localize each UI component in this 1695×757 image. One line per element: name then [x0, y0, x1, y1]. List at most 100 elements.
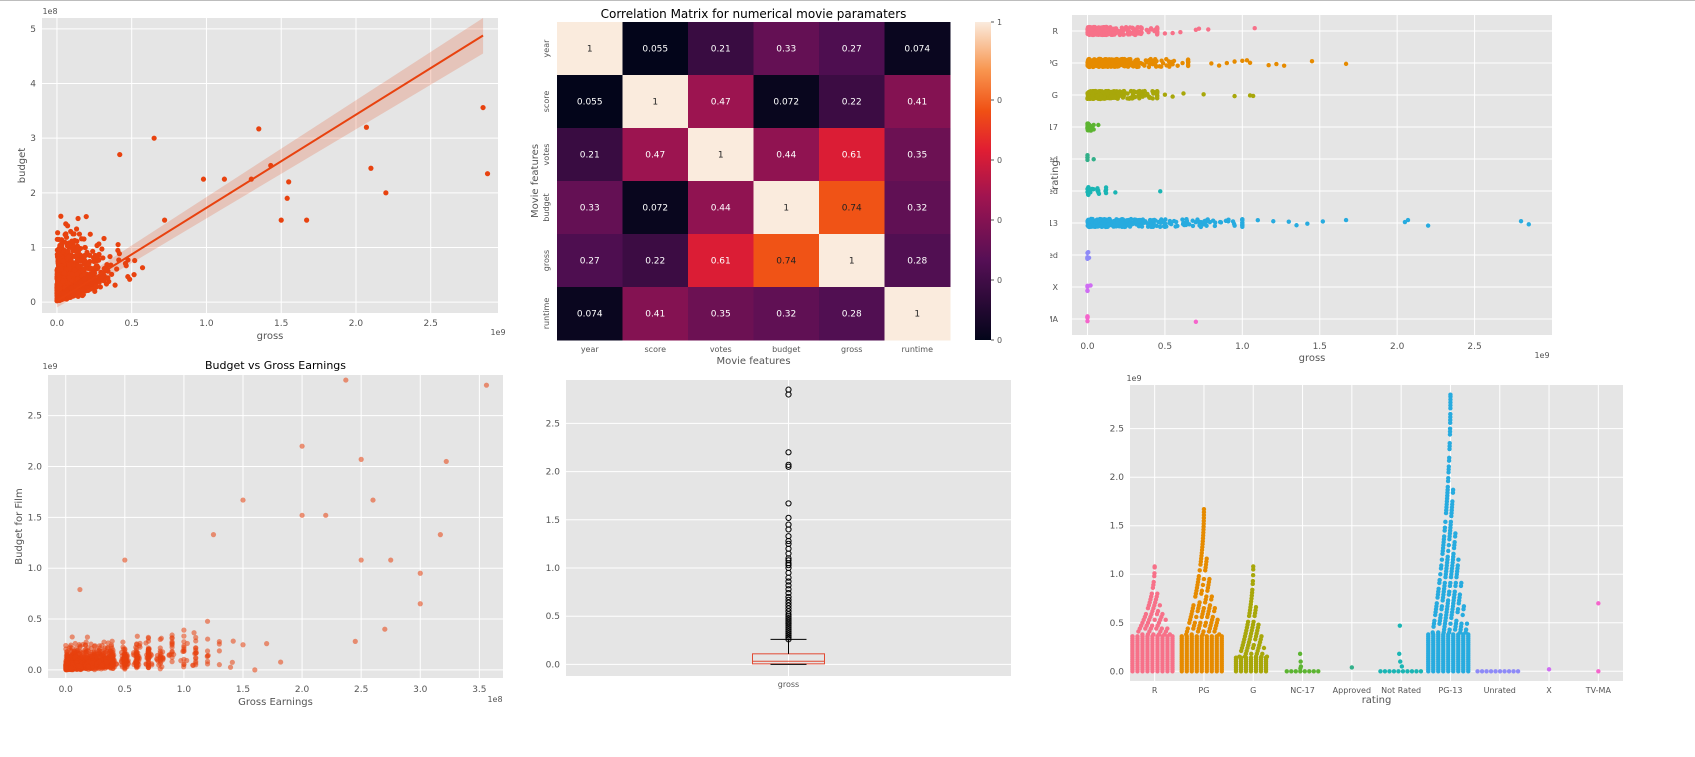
data-point — [62, 285, 68, 291]
data-point — [81, 236, 87, 242]
data-point — [1193, 319, 1199, 324]
data-point — [1259, 634, 1264, 639]
data-point — [169, 659, 175, 665]
data-point — [1095, 93, 1100, 99]
heatmap-cell — [753, 181, 820, 235]
x-tick-label: 2.5 — [354, 685, 368, 695]
cell-value-label: 0.47 — [711, 98, 731, 108]
y-multiplier: 1e9 — [42, 362, 57, 371]
data-point — [71, 648, 77, 654]
y-tick-label: 2.0 — [1110, 473, 1125, 483]
data-point — [1132, 61, 1137, 67]
data-point — [137, 644, 143, 650]
cell-value-label: 1 — [652, 98, 658, 108]
flier-point — [785, 521, 792, 528]
data-point — [1185, 626, 1191, 631]
y-tick-label: 0.5 — [546, 612, 560, 622]
data-point — [1144, 60, 1149, 65]
data-point — [1151, 632, 1156, 637]
data-point — [77, 280, 84, 286]
y-tick-label: 0.0 — [28, 666, 43, 676]
data-point — [181, 661, 187, 667]
data-point — [443, 458, 449, 465]
data-point — [1097, 217, 1103, 222]
data-point — [1251, 642, 1256, 648]
data-point — [278, 217, 284, 223]
data-point — [1114, 223, 1119, 229]
data-point — [131, 272, 137, 278]
heatmap-cell — [557, 22, 623, 76]
x-tick-label: gross — [778, 680, 799, 689]
data-point — [117, 151, 123, 158]
budget-vs-gross-scatter: 0.0 0.5 1.0 1.5 2.0 2.5 3.0 3.50.00.51.01.52.02… — [14, 359, 503, 708]
data-point — [1232, 59, 1237, 64]
data-point — [229, 659, 235, 665]
data-point — [72, 654, 78, 660]
data-point — [107, 648, 114, 654]
data-point — [68, 665, 74, 671]
y-tick-label: votes — [542, 144, 551, 166]
y-tick-label: NC-17 — [1050, 123, 1058, 132]
data-point — [1261, 645, 1267, 651]
data-point — [1249, 651, 1254, 657]
x-multiplier: 1e9 — [490, 328, 505, 337]
data-point — [1085, 318, 1090, 324]
data-point — [1085, 288, 1090, 293]
data-point — [60, 258, 66, 264]
heatmap-cell — [622, 234, 689, 288]
data-point — [1154, 95, 1160, 101]
data-point — [75, 215, 81, 222]
data-point — [99, 652, 105, 658]
data-point — [151, 135, 157, 141]
plot-area — [1072, 15, 1552, 335]
data-point — [343, 377, 349, 383]
data-point — [1152, 571, 1157, 576]
data-point — [286, 179, 292, 185]
data-point — [64, 223, 71, 229]
data-point — [109, 271, 115, 277]
data-point — [1212, 606, 1218, 611]
y-tick-label: X — [1053, 283, 1059, 292]
data-point — [1157, 603, 1163, 608]
heatmap-cell — [884, 234, 951, 288]
data-point — [73, 248, 79, 254]
data-point — [1418, 669, 1424, 674]
data-point — [84, 285, 90, 291]
x-tick-label: 0.0 — [59, 685, 74, 695]
data-point — [1136, 31, 1141, 36]
data-point — [1088, 89, 1093, 95]
data-point — [93, 282, 99, 288]
data-point — [55, 230, 61, 236]
data-point — [204, 648, 211, 654]
data-point — [1116, 59, 1121, 64]
data-point — [169, 632, 175, 638]
data-point — [1194, 634, 1199, 639]
data-point — [1187, 222, 1192, 227]
data-point — [104, 659, 110, 665]
data-point — [1127, 96, 1132, 101]
data-point — [1343, 61, 1349, 67]
plot-area — [1130, 385, 1623, 681]
data-point — [1162, 220, 1167, 225]
data-point — [1179, 634, 1184, 639]
data-point — [1194, 614, 1199, 620]
x-tick-label: NC-17 — [1290, 686, 1315, 695]
data-point — [1135, 25, 1140, 30]
data-point — [1112, 93, 1117, 99]
data-point — [1414, 669, 1419, 674]
data-point — [80, 650, 86, 656]
data-point — [1209, 61, 1214, 66]
cell-value-label: 0.074 — [577, 310, 603, 320]
data-point — [79, 654, 85, 661]
data-point — [221, 176, 227, 182]
data-point — [107, 253, 113, 260]
data-point — [115, 247, 121, 254]
data-point — [1160, 60, 1166, 66]
data-point — [1463, 627, 1469, 632]
data-point — [1180, 60, 1185, 66]
data-point — [74, 271, 80, 277]
data-point — [101, 235, 107, 242]
y-tick-label: 2 — [30, 189, 36, 199]
data-point — [99, 662, 105, 668]
data-point — [1398, 659, 1403, 664]
